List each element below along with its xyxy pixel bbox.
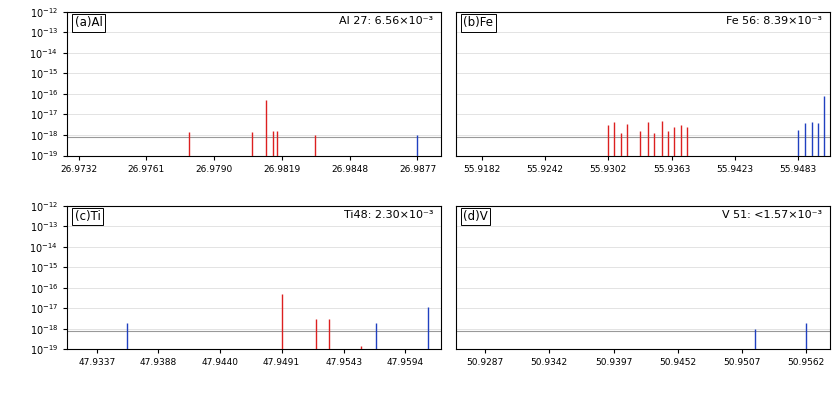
Text: (a)Al: (a)Al (75, 16, 102, 29)
Text: (c)Ti: (c)Ti (75, 210, 101, 223)
Text: Al 27: 6.56×10⁻³: Al 27: 6.56×10⁻³ (339, 16, 433, 26)
Text: Ti48: 2.30×10⁻³: Ti48: 2.30×10⁻³ (344, 210, 433, 220)
Text: V 51: <1.57×10⁻³: V 51: <1.57×10⁻³ (722, 210, 822, 220)
Text: (d)V: (d)V (463, 210, 488, 223)
Text: (b)Fe: (b)Fe (463, 16, 494, 29)
Text: Fe 56: 8.39×10⁻³: Fe 56: 8.39×10⁻³ (727, 16, 822, 26)
